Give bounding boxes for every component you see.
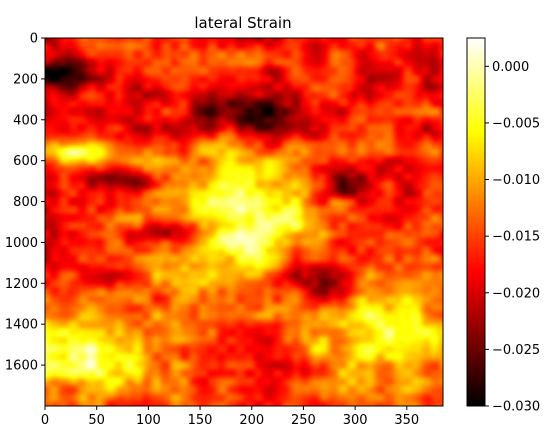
y-tick-label: 0 [30, 32, 38, 47]
x-tick-label: 0 [41, 413, 49, 428]
x-tick-label: 150 [188, 413, 213, 428]
colorbar-axis: 0.000 −0.005 −0.010 −0.015 −0.020 −0.025 −0.03… [485, 60, 540, 415]
x-tick-label: 250 [291, 413, 316, 428]
y-tick-label: 600 [13, 154, 38, 169]
y-tick-label: 1400 [5, 318, 38, 333]
colorbar-tick-label: −0.010 [492, 173, 540, 188]
colorbar-tick-label: −0.030 [492, 400, 540, 415]
y-tick-label: 1000 [5, 236, 38, 251]
colorbar-gradient [467, 38, 485, 406]
y-axis: 0 200 400 600 800 1000 1200 1400 1600 [5, 32, 45, 374]
x-axis: 0 50 100 150 200 250 300 350 [41, 406, 419, 428]
y-tick-label: 1200 [5, 277, 38, 292]
colorbar-frame [466, 37, 486, 407]
y-tick-label: 1600 [5, 359, 38, 374]
chart-title: lateral Strain [194, 14, 291, 32]
x-tick-label: 350 [394, 413, 419, 428]
colorbar-tick-label: 0.000 [492, 60, 529, 75]
y-tick-label: 400 [13, 113, 38, 128]
heatmap-field [45, 38, 443, 406]
y-tick-label: 200 [13, 72, 38, 87]
x-tick-label: 100 [136, 413, 161, 428]
colorbar-tick-label: −0.015 [492, 230, 540, 245]
colorbar-tick-label: −0.005 [492, 116, 540, 131]
y-tick-label: 800 [13, 195, 38, 210]
x-tick-label: 300 [343, 413, 368, 428]
colorbar-tick-label: −0.025 [492, 343, 540, 358]
x-tick-label: 50 [88, 413, 105, 428]
plot-frame [44, 37, 444, 407]
x-tick-label: 200 [239, 413, 264, 428]
colorbar-tick-label: −0.020 [492, 286, 540, 301]
